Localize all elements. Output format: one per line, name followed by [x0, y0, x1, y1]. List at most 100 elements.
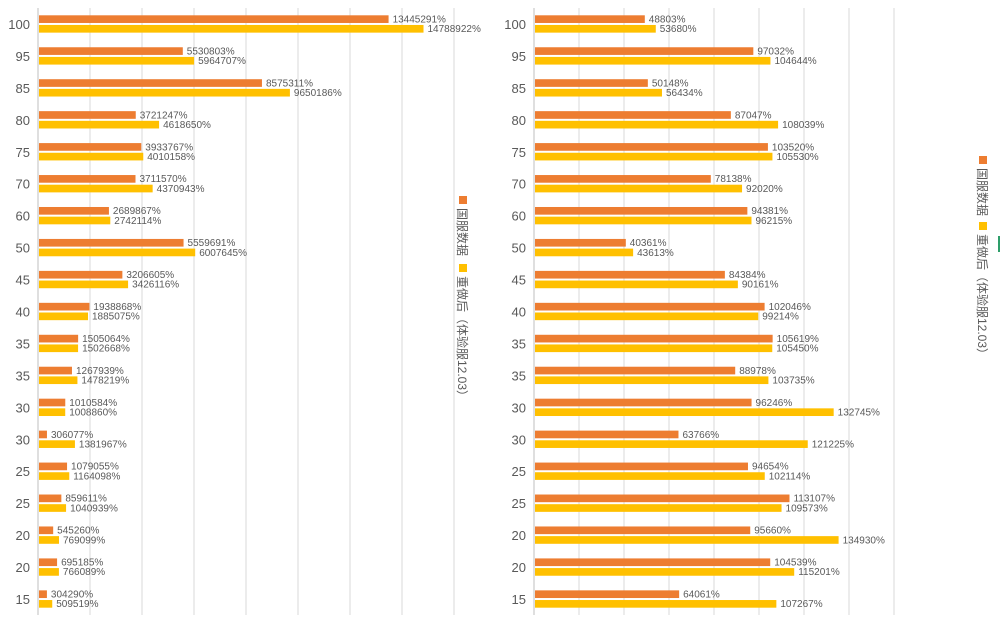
right-bar-series2 — [535, 120, 779, 129]
right-bar-series1 — [535, 590, 680, 599]
left-bar-series2 — [39, 440, 75, 448]
right-bar-series2 — [535, 344, 773, 353]
right-bar-series2 — [535, 56, 771, 65]
legend-left-series2: 重做后（体验服12.03） — [455, 276, 470, 402]
left-data-label-series1: 8575311% — [266, 78, 313, 89]
right-bar-series2 — [535, 376, 769, 385]
right-data-label-series1: 97032% — [757, 46, 794, 57]
right-bar-series1 — [535, 526, 751, 535]
left-data-label-series2: 2742114% — [114, 216, 161, 227]
right-bar-series1 — [535, 47, 754, 55]
left-bar-series2 — [39, 216, 111, 225]
right-data-label-series2: 103735% — [772, 376, 814, 387]
left-bar-series1 — [39, 15, 389, 23]
left-bar-series2 — [39, 280, 129, 289]
right-category-label: 25 — [512, 464, 526, 479]
right-bar-series2 — [535, 312, 759, 321]
left-data-label-series1: 3933767% — [145, 142, 193, 153]
right-data-label-series2: 109573% — [786, 503, 828, 514]
left-data-label-series1: 2689867% — [113, 206, 161, 217]
right-bar-series1 — [535, 270, 725, 279]
right-data-label-series1: 102046% — [769, 302, 811, 313]
left-data-label-series2: 4370943% — [157, 184, 205, 195]
left-bar-series2 — [39, 24, 424, 33]
right-data-label-series1: 64061% — [683, 590, 720, 601]
legend-left-series1: 国服数据 — [455, 208, 470, 256]
right-bar-series1 — [535, 111, 731, 119]
right-category-label: 50 — [512, 241, 526, 256]
right-bar-series1 — [535, 462, 748, 471]
right-data-label-series1: 87047% — [735, 110, 772, 121]
left-bar-series2 — [39, 376, 78, 385]
right-data-label-series2: 105530% — [776, 152, 818, 163]
right-category-label: 25 — [512, 496, 526, 511]
left-data-label-series1: 1010584% — [69, 398, 117, 409]
right-data-label-series1: 88978% — [739, 366, 776, 377]
right-data-label-series1: 103520% — [772, 142, 814, 153]
left-bar-series1 — [39, 398, 66, 407]
right-category-label: 15 — [512, 592, 526, 607]
right-data-label-series1: 78138% — [715, 174, 752, 185]
right-data-label-series1: 40361% — [630, 238, 667, 249]
left-bar-series1 — [39, 430, 47, 439]
legend-left-swatch-series1 — [459, 196, 467, 204]
right-bar-series2 — [535, 408, 834, 417]
right-data-label-series2: 92020% — [746, 184, 783, 195]
left-bar-series1 — [39, 462, 68, 471]
right-data-label-series2: 115201% — [798, 567, 840, 578]
right-data-label-series1: 113107% — [793, 494, 835, 505]
right-data-label-series2: 43613% — [637, 248, 674, 259]
right-data-label-series2: 107267% — [780, 599, 822, 610]
right-data-label-series1: 94654% — [752, 462, 789, 473]
left-data-label-series1: 3721247% — [140, 110, 188, 121]
right-bar-series1 — [535, 175, 711, 183]
right-bar-series1 — [535, 334, 773, 343]
left-data-label-series1: 3711570% — [140, 174, 187, 185]
left-bar-series1 — [39, 79, 262, 87]
left-bar-series1 — [39, 143, 142, 151]
right-bar-series2 — [535, 248, 634, 257]
left-data-label-series2: 4010158% — [147, 152, 195, 163]
legend-left: 国服数据 重做后（体验服12.03） — [455, 196, 470, 402]
right-data-label-series1: 63766% — [682, 430, 719, 441]
legend-right: 国服数据 重做后（体验服12.03） — [975, 156, 990, 360]
left-data-label-series2: 1381967% — [79, 439, 127, 450]
right-category-label: 20 — [512, 560, 526, 575]
left-bar-series1 — [39, 206, 109, 215]
left-data-label-series1: 3206605% — [126, 270, 174, 281]
left-bar-series2 — [39, 472, 70, 480]
right-data-label-series1: 50148% — [652, 78, 689, 89]
left-data-label-series1: 1938868% — [93, 302, 141, 313]
left-category-label: 25 — [16, 496, 30, 511]
legend-right-series1: 国服数据 — [975, 168, 990, 216]
left-bar-series1 — [39, 590, 47, 599]
right-data-label-series2: 132745% — [838, 408, 880, 419]
right-bar-series2 — [535, 600, 777, 608]
left-bar-series2 — [39, 536, 59, 544]
right-data-label-series1: 96246% — [756, 398, 793, 409]
left-bar-series2 — [39, 504, 67, 512]
left-bar-series2 — [39, 152, 144, 161]
right-bar-series2 — [535, 280, 738, 289]
right-bar-series1 — [535, 79, 648, 87]
left-category-label: 35 — [16, 336, 30, 351]
right-bar-series2 — [535, 152, 773, 161]
right-bar-series2 — [535, 88, 662, 97]
right-bar-series1 — [535, 430, 679, 439]
right-data-label-series1: 84384% — [729, 270, 766, 281]
right-data-label-series1: 105619% — [777, 334, 819, 345]
right-bar-chart: 100 48803%53680% 95 97032%104644% 85 50148%56… — [504, 8, 895, 615]
right-category-label: 85 — [512, 81, 526, 96]
left-data-label-series1: 13445291% — [393, 14, 446, 25]
left-data-label-series2: 3426116% — [132, 280, 179, 291]
edge-marker — [998, 236, 1000, 252]
left-bar-series1 — [39, 47, 183, 55]
left-bar-series1 — [39, 526, 54, 535]
left-data-label-series1: 1267939% — [76, 366, 124, 377]
left-bar-series2 — [39, 56, 195, 65]
right-bar-series1 — [535, 366, 736, 375]
right-bar-series1 — [535, 398, 752, 407]
left-bar-series2 — [39, 312, 89, 321]
right-bar-series2 — [535, 24, 656, 33]
left-data-label-series1: 5530803% — [187, 46, 235, 57]
